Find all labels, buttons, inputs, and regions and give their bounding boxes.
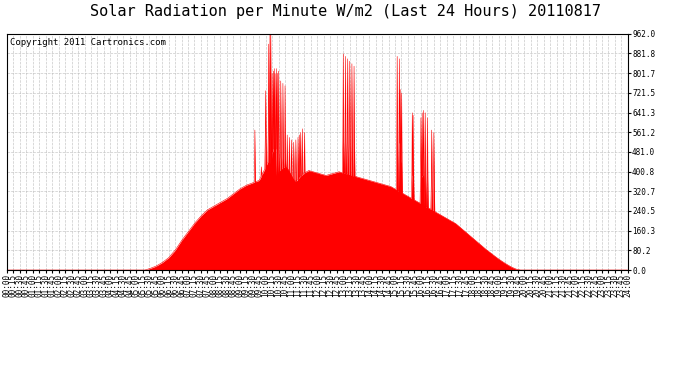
Text: Copyright 2011 Cartronics.com: Copyright 2011 Cartronics.com [10, 39, 166, 48]
Text: Solar Radiation per Minute W/m2 (Last 24 Hours) 20110817: Solar Radiation per Minute W/m2 (Last 24… [90, 4, 600, 19]
